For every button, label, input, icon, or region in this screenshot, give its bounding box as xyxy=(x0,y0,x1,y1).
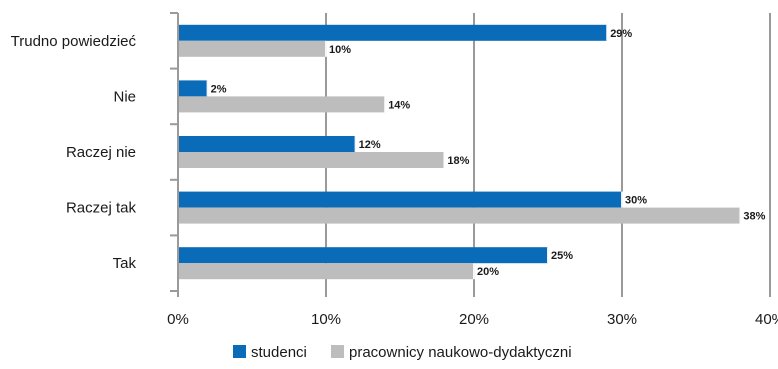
bar-pracownicy xyxy=(178,96,386,113)
bar-studenci xyxy=(178,24,608,41)
bar-edge xyxy=(443,152,446,168)
bar-edge xyxy=(606,24,609,41)
x-tick-label: 20% xyxy=(459,311,489,328)
category-label: Tak xyxy=(113,255,137,272)
bar-studenci xyxy=(178,136,356,152)
data-label: 12% xyxy=(359,139,381,151)
category-label: Trudno powiedzieć xyxy=(11,33,137,50)
category-label: Raczej tak xyxy=(66,200,137,217)
x-tick-label: 10% xyxy=(311,311,341,328)
x-tick-label: 0% xyxy=(167,311,189,328)
bar-edge xyxy=(739,207,742,224)
bar-pracownicy xyxy=(178,207,741,224)
data-label: 18% xyxy=(447,155,469,167)
bar-edge xyxy=(473,263,475,280)
data-label: 14% xyxy=(388,99,410,111)
data-label: 20% xyxy=(477,266,499,278)
bar-pracownicy xyxy=(178,152,445,168)
data-label: 29% xyxy=(610,28,632,40)
bar-studenci xyxy=(178,191,622,208)
data-label: 2% xyxy=(211,83,227,95)
x-tick-label: 30% xyxy=(607,311,637,328)
bar-studenci xyxy=(178,247,548,264)
category-label: Raczej nie xyxy=(66,144,136,161)
data-label: 25% xyxy=(551,250,573,262)
bar-studenci xyxy=(178,80,208,97)
bar-edge xyxy=(325,40,327,57)
data-label: 30% xyxy=(625,195,647,207)
labels: 29% 10% Trudno powiedzieć 2% 14% Nie 12% 18% Rac… xyxy=(11,28,778,328)
bar-pracownicy xyxy=(178,263,474,280)
legend-swatch xyxy=(233,345,246,358)
legend-swatch xyxy=(331,345,344,358)
bar-edge xyxy=(354,136,357,152)
data-label: 38% xyxy=(743,211,765,223)
legend-label: pracownicy naukowo-dydaktyczni xyxy=(349,344,572,361)
bar-edge xyxy=(206,80,209,97)
legend-label: studenci xyxy=(251,344,307,361)
bar-edge xyxy=(547,247,549,264)
x-tick-label: 40% xyxy=(755,311,778,328)
legend: studenci pracownicy naukowo-dydaktyczni xyxy=(233,344,572,361)
bars xyxy=(178,24,742,280)
category-label: Nie xyxy=(113,88,136,105)
data-label: 10% xyxy=(329,44,351,56)
bar-edge xyxy=(621,191,623,208)
axes xyxy=(170,12,771,297)
bar-edge xyxy=(384,96,387,113)
bar-pracownicy xyxy=(178,40,326,57)
